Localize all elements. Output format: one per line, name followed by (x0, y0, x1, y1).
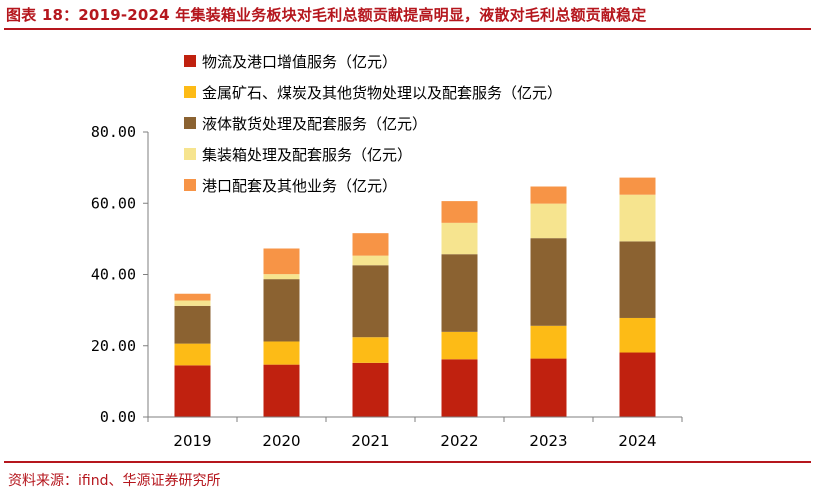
legend-label: 物流及港口增值服务（亿元） (202, 53, 397, 71)
bar-segment-2024-series-2 (619, 317, 656, 353)
legend-item-5: 港口配套及其他业务（亿元） (184, 177, 397, 195)
legend-item-2: 金属矿石、煤炭及其他货物处理以及配套服务（亿元） (184, 84, 562, 102)
legend-swatch (184, 55, 196, 67)
bar-segment-2020-series-1 (263, 364, 300, 417)
legend-label: 集装箱处理及配套服务（亿元） (202, 146, 412, 164)
bar-segment-2020-series-2 (263, 341, 300, 365)
bar-segment-2020-series-3 (263, 279, 300, 342)
bar-stack-2020 (263, 248, 300, 417)
legend-swatch (184, 179, 196, 191)
bar-segment-2021-series-5 (352, 233, 389, 256)
bar-segment-2019-series-5 (174, 293, 211, 301)
legend-swatch (184, 86, 196, 98)
bar-segment-2022-series-2 (441, 331, 478, 360)
legend-label: 港口配套及其他业务（亿元） (202, 177, 397, 195)
bar-groups (174, 177, 656, 417)
bar-segment-2020-series-4 (263, 274, 300, 280)
bar-segment-2022-series-3 (441, 254, 478, 332)
title-rule (4, 28, 811, 30)
bar-segment-2024-series-1 (619, 352, 656, 417)
bar-segment-2023-series-2 (530, 325, 567, 359)
bar-segment-2020-series-5 (263, 248, 300, 275)
axes: 2019 2020 2021 2022 2023 2024 (147, 132, 683, 450)
bar-segment-2024-series-4 (619, 194, 656, 242)
bar-segment-2019-series-4 (174, 300, 211, 306)
x-tick-label-2021: 2021 (351, 432, 389, 450)
x-tick-label-2023: 2023 (529, 432, 567, 450)
bar-segment-2021-series-2 (352, 337, 389, 363)
bar-segment-2019-series-2 (174, 343, 211, 366)
bar-segment-2023-series-4 (530, 203, 567, 239)
bar-segment-2021-series-3 (352, 265, 389, 338)
y-tick-label: 80.00 (91, 123, 136, 141)
y-tick-label: 40.00 (91, 266, 136, 284)
legend-item-3: 液体散货处理及配套服务（亿元） (184, 115, 427, 133)
bar-segment-2024-series-3 (619, 241, 656, 318)
bar-segment-2024-series-5 (619, 177, 656, 195)
legend-label: 金属矿石、煤炭及其他货物处理以及配套服务（亿元） (202, 84, 562, 102)
source-rule (4, 461, 811, 463)
bar-segment-2022-series-1 (441, 359, 478, 417)
legend-item-1: 物流及港口增值服务（亿元） (184, 53, 397, 71)
bar-segment-2022-series-4 (441, 222, 478, 255)
bar-stack-2022 (441, 201, 478, 417)
bar-stack-2021 (352, 233, 389, 417)
source-note: 资料来源：ifind、华源证券研究所 (8, 473, 221, 489)
y-tick-label: 0.00 (100, 408, 136, 426)
x-tick-label-2024: 2024 (618, 432, 656, 450)
bar-stack-2019 (174, 293, 211, 417)
bar-segment-2023-series-5 (530, 186, 567, 204)
x-tick-label-2022: 2022 (440, 432, 478, 450)
bar-segment-2023-series-1 (530, 358, 567, 417)
figure-title: 图表 18：2019-2024 年集装箱业务板块对毛利总额贡献提高明显，液散对毛… (6, 6, 647, 24)
legend-swatch (184, 117, 196, 129)
legend-label: 液体散货处理及配套服务（亿元） (202, 115, 427, 133)
y-tick-label: 60.00 (91, 194, 136, 212)
bar-segment-2021-series-1 (352, 362, 389, 417)
y-tick-label: 20.00 (91, 337, 136, 355)
bar-segment-2023-series-3 (530, 238, 567, 326)
legend: 物流及港口增值服务（亿元） 金属矿石、煤炭及其他货物处理以及配套服务（亿元） 液体散… (184, 53, 562, 195)
y-axis-ticks: 0.00 20.00 40.00 60.00 80.00 (91, 123, 148, 426)
bar-segment-2022-series-5 (441, 201, 478, 223)
legend-item-4: 集装箱处理及配套服务（亿元） (184, 146, 412, 164)
x-tick-label-2019: 2019 (173, 432, 211, 450)
bar-segment-2021-series-4 (352, 255, 389, 266)
bar-segment-2019-series-3 (174, 305, 211, 344)
bar-stack-2023 (530, 186, 567, 417)
bar-stack-2024 (619, 177, 656, 417)
x-tick-label-2020: 2020 (262, 432, 300, 450)
legend-swatch (184, 148, 196, 160)
bar-segment-2019-series-1 (174, 365, 211, 417)
